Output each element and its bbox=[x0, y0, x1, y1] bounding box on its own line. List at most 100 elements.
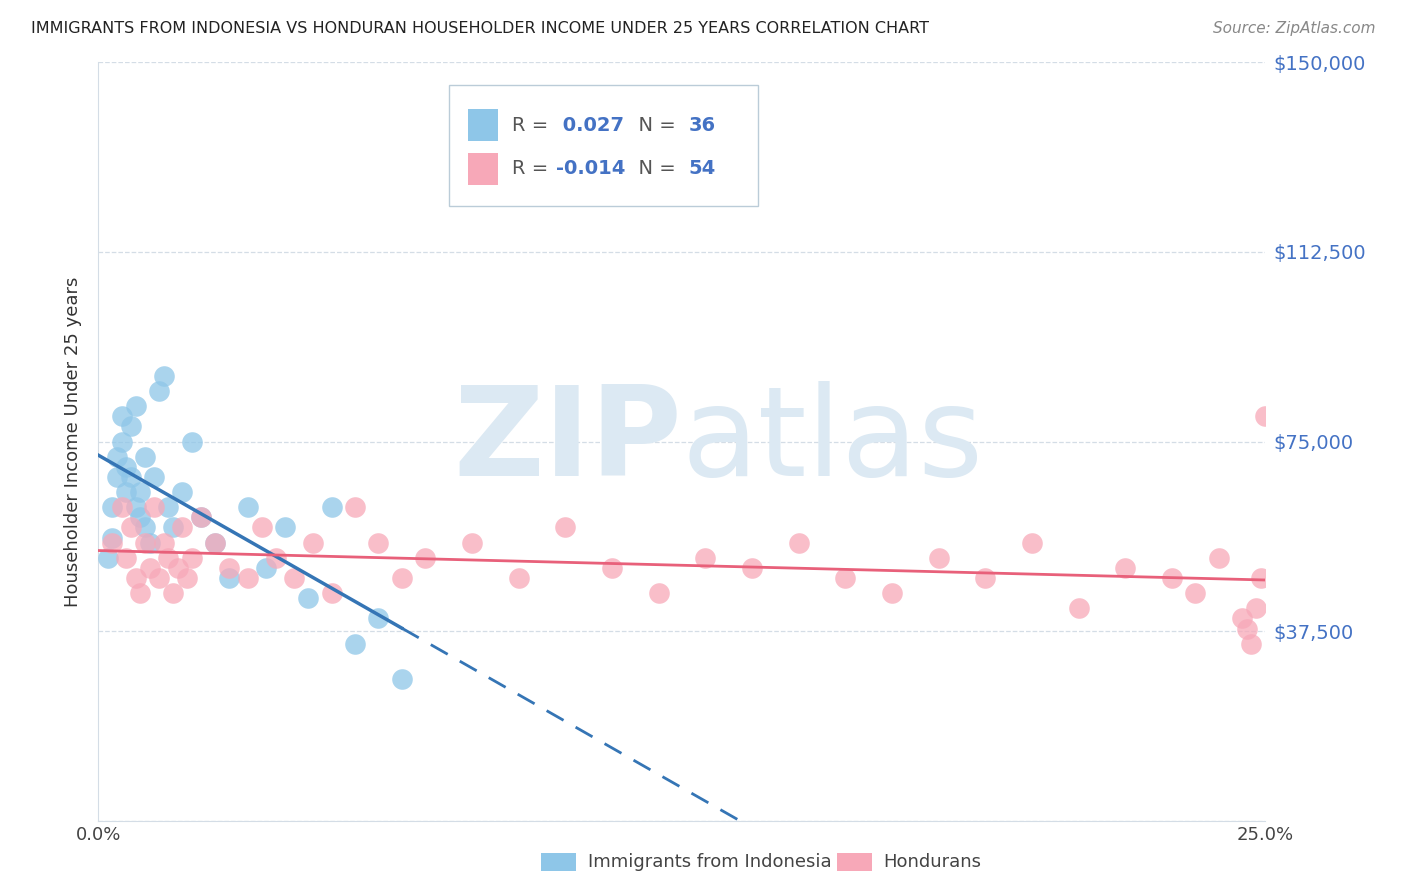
Point bbox=[134, 520, 156, 534]
Point bbox=[1236, 622, 1258, 636]
Point bbox=[1240, 637, 1263, 651]
Point bbox=[554, 520, 576, 534]
Point bbox=[834, 571, 856, 585]
Point bbox=[129, 485, 152, 500]
Point bbox=[125, 500, 148, 515]
Point bbox=[101, 500, 124, 515]
Text: -0.014: -0.014 bbox=[555, 159, 626, 178]
Point bbox=[115, 550, 138, 565]
Point bbox=[647, 586, 669, 600]
Point bbox=[274, 520, 297, 534]
Point bbox=[143, 500, 166, 515]
Point bbox=[120, 520, 142, 534]
Point bbox=[600, 561, 623, 575]
Point bbox=[256, 561, 278, 575]
Point bbox=[1021, 535, 1043, 549]
Point bbox=[880, 586, 903, 600]
Point bbox=[391, 672, 413, 686]
Point bbox=[166, 561, 188, 575]
Point bbox=[1184, 586, 1206, 600]
Point bbox=[236, 571, 259, 585]
Text: Hondurans: Hondurans bbox=[883, 853, 981, 871]
Point bbox=[264, 550, 287, 565]
Point bbox=[218, 561, 240, 575]
Point bbox=[152, 368, 174, 383]
Point bbox=[321, 586, 343, 600]
Point bbox=[101, 531, 124, 545]
Point bbox=[297, 591, 319, 606]
Point bbox=[105, 450, 128, 464]
Point bbox=[111, 409, 134, 424]
Bar bbox=[468, 153, 498, 185]
Point bbox=[283, 571, 305, 585]
Point bbox=[787, 535, 810, 549]
Point bbox=[190, 510, 212, 524]
Y-axis label: Householder Income Under 25 years: Householder Income Under 25 years bbox=[65, 277, 83, 607]
Point bbox=[139, 535, 162, 549]
Point bbox=[143, 470, 166, 484]
Text: Immigrants from Indonesia: Immigrants from Indonesia bbox=[588, 853, 831, 871]
Point bbox=[1254, 409, 1277, 424]
Point bbox=[974, 571, 997, 585]
Point bbox=[1067, 601, 1090, 615]
Text: N =: N = bbox=[626, 116, 682, 135]
Point bbox=[120, 419, 142, 434]
Text: atlas: atlas bbox=[682, 381, 984, 502]
Point bbox=[928, 550, 950, 565]
Point bbox=[180, 550, 202, 565]
Point bbox=[344, 637, 367, 651]
Point bbox=[101, 535, 124, 549]
Point bbox=[367, 535, 389, 549]
Point bbox=[134, 450, 156, 464]
Text: R =: R = bbox=[512, 159, 554, 178]
Point bbox=[125, 399, 148, 413]
Point bbox=[120, 470, 142, 484]
Point bbox=[111, 500, 134, 515]
Text: ZIP: ZIP bbox=[453, 381, 682, 502]
Text: R =: R = bbox=[512, 116, 554, 135]
FancyBboxPatch shape bbox=[449, 85, 758, 207]
Point bbox=[157, 550, 180, 565]
Point bbox=[695, 550, 717, 565]
Point bbox=[157, 500, 180, 515]
Point bbox=[1161, 571, 1184, 585]
Point bbox=[176, 571, 198, 585]
Text: N =: N = bbox=[626, 159, 682, 178]
Point bbox=[162, 586, 184, 600]
Point bbox=[129, 510, 152, 524]
Point bbox=[1250, 571, 1272, 585]
Text: Source: ZipAtlas.com: Source: ZipAtlas.com bbox=[1212, 21, 1375, 36]
Point bbox=[148, 384, 170, 398]
Point bbox=[741, 561, 763, 575]
Text: 0.027: 0.027 bbox=[555, 116, 624, 135]
Point bbox=[1244, 601, 1267, 615]
Point bbox=[111, 434, 134, 449]
Point bbox=[1114, 561, 1136, 575]
Point bbox=[321, 500, 343, 515]
Point bbox=[105, 470, 128, 484]
Bar bbox=[468, 110, 498, 141]
Point bbox=[302, 535, 325, 549]
Point bbox=[413, 550, 436, 565]
Point bbox=[172, 485, 194, 500]
Text: 36: 36 bbox=[689, 116, 716, 135]
Point bbox=[134, 535, 156, 549]
Point bbox=[97, 550, 120, 565]
Point bbox=[115, 485, 138, 500]
Point bbox=[236, 500, 259, 515]
Point bbox=[344, 500, 367, 515]
Point bbox=[367, 611, 389, 625]
Point bbox=[148, 571, 170, 585]
Point bbox=[1230, 611, 1253, 625]
Point bbox=[218, 571, 240, 585]
Point bbox=[129, 586, 152, 600]
Point bbox=[125, 571, 148, 585]
Point bbox=[139, 561, 162, 575]
Point bbox=[250, 520, 273, 534]
Point bbox=[115, 459, 138, 474]
Point bbox=[180, 434, 202, 449]
Point bbox=[204, 535, 226, 549]
Point bbox=[172, 520, 194, 534]
Point bbox=[162, 520, 184, 534]
Point bbox=[461, 535, 484, 549]
